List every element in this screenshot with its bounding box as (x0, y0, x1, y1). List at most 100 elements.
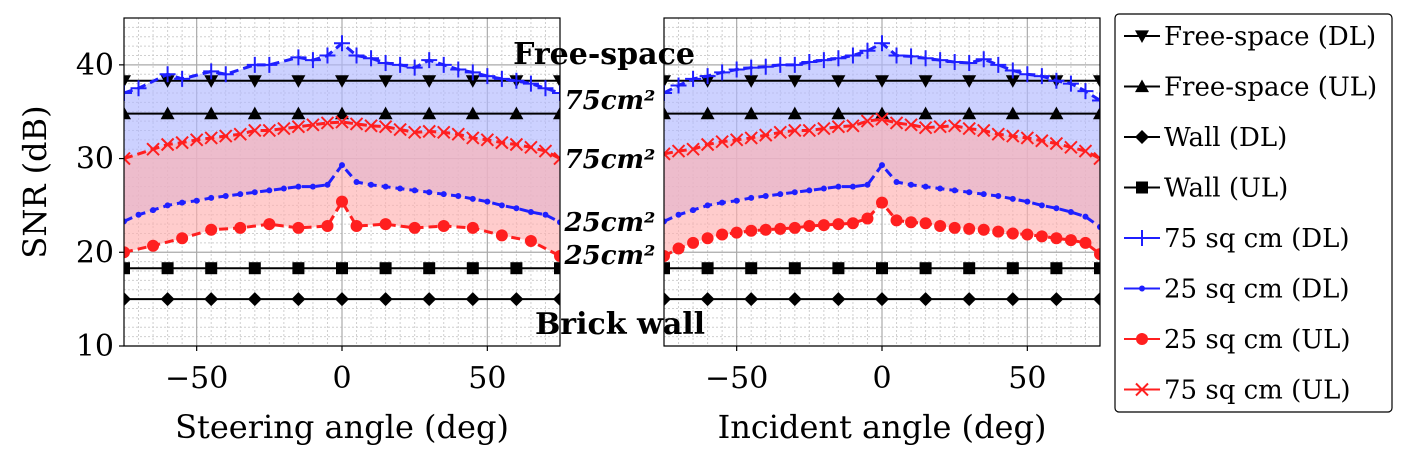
data-point (671, 144, 686, 158)
data-point (1094, 262, 1100, 275)
data-point (861, 212, 874, 225)
data-point (554, 262, 560, 275)
data-point (963, 262, 976, 275)
data-point (1020, 131, 1035, 145)
y-tick-label: 30 (76, 142, 114, 177)
data-point (859, 42, 876, 59)
data-point (247, 106, 262, 120)
data-point (951, 187, 958, 194)
data-point (744, 75, 759, 88)
data-point (524, 140, 538, 155)
data-point (905, 216, 918, 229)
data-point (714, 64, 731, 81)
data-point (234, 221, 247, 234)
data-point (291, 292, 306, 307)
data-point (422, 75, 437, 88)
data-point (918, 292, 933, 307)
data-point (1038, 202, 1045, 209)
data-point (217, 66, 234, 83)
data-point (237, 191, 244, 198)
data-point (393, 122, 407, 137)
legend-label: 25 sq cm (UL) (1164, 325, 1351, 355)
data-point (1006, 227, 1019, 240)
data-point (319, 47, 336, 64)
data-point (1093, 151, 1100, 166)
data-point (160, 292, 175, 307)
data-point (466, 131, 480, 145)
series-25-sq-cm-dl (124, 162, 560, 226)
legend-marker (1135, 130, 1149, 144)
legend-marker (1136, 181, 1148, 194)
data-point (664, 262, 670, 275)
data-point (174, 70, 191, 87)
data-point (1048, 72, 1065, 89)
data-point (744, 106, 759, 120)
data-point (690, 207, 697, 214)
legend-marker (1136, 333, 1148, 345)
series-wall-dl (664, 292, 1100, 307)
data-point (348, 47, 365, 64)
legend-entry-free-space-ul: Free-space (UL) (1124, 73, 1377, 103)
data-point (719, 199, 726, 206)
data-point (1092, 92, 1100, 109)
data-point (205, 262, 218, 275)
data-point (124, 262, 130, 275)
data-point (266, 187, 273, 194)
data-point (204, 106, 219, 120)
data-point (422, 106, 437, 120)
x-axis-label: Steering angle (deg) (175, 408, 509, 446)
data-point (479, 68, 496, 85)
data-point (124, 246, 130, 259)
data-point (159, 66, 176, 83)
legend-entry-75-sq-cm-ul: 75 sq cm (UL) (1124, 376, 1351, 406)
y-tick-label: 10 (76, 329, 114, 364)
series-wall-ul (664, 262, 1100, 275)
data-point (147, 239, 160, 252)
data-point (205, 223, 218, 236)
ul-shaded-band (124, 122, 560, 257)
data-point (204, 75, 219, 88)
legend-entry-wall-dl: Wall (DL) (1124, 123, 1287, 153)
legend-entry-wall-ul: Wall (UL) (1124, 174, 1288, 204)
data-point (820, 185, 827, 192)
data-point (774, 222, 787, 235)
data-point (919, 217, 932, 230)
data-point (553, 106, 560, 120)
data-point (292, 221, 305, 234)
data-point (730, 226, 743, 239)
data-point (353, 179, 360, 185)
data-point (498, 202, 505, 209)
data-point (1033, 68, 1050, 85)
legend: Free-space (DL) Free-space (UL) Wall (DL) W… (1114, 13, 1393, 413)
data-point (716, 228, 729, 241)
data-point (422, 292, 437, 307)
data-point (552, 84, 560, 101)
annotation-area-25-ul: 25cm² (564, 241, 656, 271)
data-point (744, 292, 759, 307)
data-point (247, 292, 262, 307)
data-point (874, 35, 890, 52)
data-point (962, 292, 977, 307)
series-75-sq-cm-ul (124, 115, 560, 166)
data-point (1005, 292, 1020, 307)
data-point (1094, 248, 1100, 261)
data-point (918, 106, 933, 120)
data-point (1093, 292, 1100, 307)
legend-label: 75 sq cm (UL) (1164, 376, 1351, 406)
data-point (379, 262, 392, 275)
data-point (306, 118, 320, 132)
data-point (246, 56, 263, 73)
data-point (160, 137, 175, 152)
data-point (161, 262, 174, 275)
data-point (664, 106, 671, 120)
data-point (542, 211, 549, 218)
data-point (962, 75, 977, 88)
data-point (815, 52, 832, 69)
annotation-area-75-dl: 75cm² (565, 86, 656, 116)
data-point (933, 120, 947, 134)
x-axis-label: Incident angle (deg) (718, 408, 1047, 446)
data-point (786, 56, 803, 73)
data-point (846, 119, 860, 133)
data-point (397, 185, 404, 192)
data-point (1067, 208, 1074, 215)
